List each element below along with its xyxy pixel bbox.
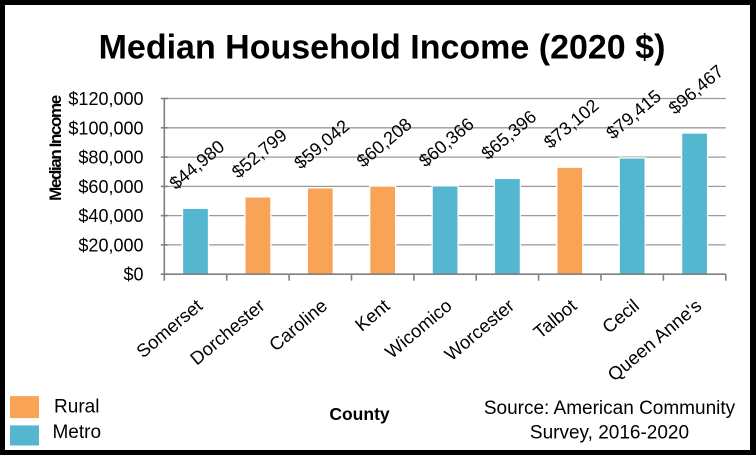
svg-text:County: County <box>329 404 390 424</box>
svg-text:Median Household Income (2020: Median Household Income (2020 $) <box>99 29 666 67</box>
svg-text:$0: $0 <box>123 265 143 285</box>
svg-text:$60,000: $60,000 <box>78 177 143 197</box>
svg-text:$40,000: $40,000 <box>78 206 143 226</box>
svg-text:Median Income: Median Income <box>46 95 65 201</box>
svg-text:$20,000: $20,000 <box>78 235 143 255</box>
svg-text:Survey, 2016-2020: Survey, 2016-2020 <box>530 422 689 443</box>
svg-text:Metro: Metro <box>52 422 101 443</box>
svg-text:$80,000: $80,000 <box>78 148 143 168</box>
svg-text:Source: American Community: Source: American Community <box>484 398 736 419</box>
svg-text:Rural: Rural <box>54 397 99 418</box>
svg-text:$120,000: $120,000 <box>68 89 143 109</box>
svg-text:$100,000: $100,000 <box>68 118 143 138</box>
